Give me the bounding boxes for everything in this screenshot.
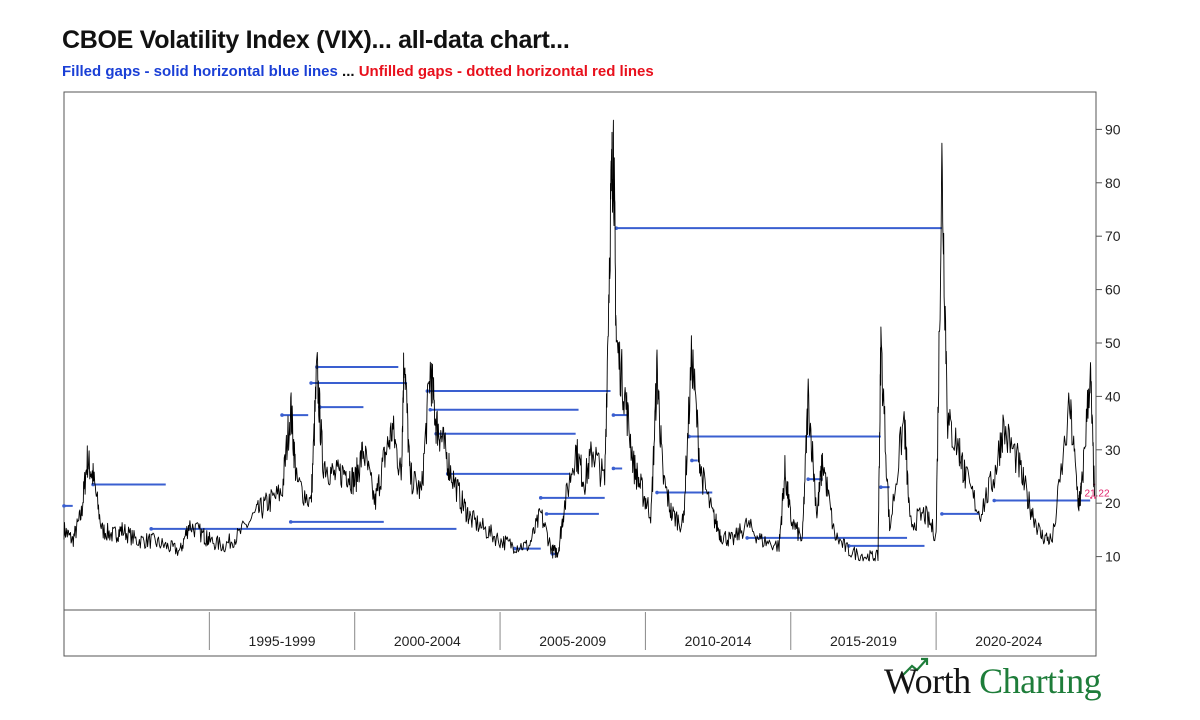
vix-line bbox=[63, 119, 1095, 562]
x-period-label: 2005-2009 bbox=[539, 633, 606, 649]
subtitle-filled-gaps: Filled gaps - solid horizontal blue line… bbox=[62, 63, 338, 80]
filled-gap-dot bbox=[611, 466, 616, 471]
gap-lines bbox=[62, 226, 1096, 556]
subtitle-separator: ... bbox=[342, 63, 355, 80]
filled-gap-dot bbox=[806, 477, 811, 481]
filled-gap-dot bbox=[879, 485, 883, 489]
brand-word-2: Charting bbox=[979, 661, 1102, 701]
filled-gap-dot bbox=[288, 520, 293, 524]
filled-gap-dot bbox=[91, 482, 95, 487]
y-tick-label: 10 bbox=[1105, 549, 1121, 565]
filled-gap-dot bbox=[315, 365, 319, 369]
x-period-label: 2020-2024 bbox=[975, 633, 1042, 649]
x-period-label: 2000-2004 bbox=[394, 633, 461, 649]
chart-title: CBOE Volatility Index (VIX)... all-data … bbox=[62, 26, 570, 54]
y-axis-ticks: 10 20 30 40 50 60 70 80 90 bbox=[1096, 121, 1121, 565]
x-period-label: 2015-2019 bbox=[830, 633, 897, 649]
filled-gap-dot bbox=[428, 407, 433, 412]
filled-gap-dot bbox=[62, 504, 66, 508]
x-period-label: 1995-1999 bbox=[249, 633, 316, 649]
y-tick-label: 30 bbox=[1105, 442, 1121, 458]
filled-gap-dot bbox=[690, 458, 694, 463]
filled-gap-dot bbox=[992, 498, 997, 503]
y-tick-label: 20 bbox=[1105, 495, 1121, 511]
y-tick-label: 90 bbox=[1105, 121, 1121, 137]
filled-gap-dot bbox=[544, 512, 549, 516]
filled-gap-dot bbox=[280, 413, 284, 417]
y-tick-label: 70 bbox=[1105, 228, 1121, 244]
brand-word-1: Worth bbox=[884, 661, 971, 701]
x-axis-ticks: 1995-1999 2000-2004 2005-2009 2010-2014 2015… bbox=[208, 612, 1042, 650]
filled-gap-dot bbox=[611, 413, 616, 417]
filled-gap-dot bbox=[940, 512, 944, 516]
brand-logo: Worth Charting bbox=[884, 660, 1102, 702]
brand-arrow-icon bbox=[901, 657, 929, 677]
last-value-marker: 21.22 bbox=[1085, 489, 1110, 500]
x-period-label: 2010-2014 bbox=[685, 633, 752, 649]
x-axis-band bbox=[63, 609, 1097, 657]
filled-gap-dot bbox=[149, 527, 154, 531]
filled-gap-dot bbox=[538, 496, 543, 500]
y-tick-label: 80 bbox=[1105, 175, 1121, 191]
vix-series bbox=[63, 119, 1095, 562]
last-value-label: 21.22 bbox=[1085, 489, 1110, 500]
filled-gap-dot bbox=[745, 536, 749, 540]
filled-gap-dot bbox=[655, 490, 659, 495]
y-tick-label: 60 bbox=[1105, 282, 1121, 298]
filled-gap-dot bbox=[309, 381, 313, 385]
subtitle-unfilled-gaps: Unfilled gaps - dotted horizontal red li… bbox=[358, 63, 654, 80]
chart-subtitle: Filled gaps - solid horizontal blue line… bbox=[62, 63, 654, 80]
y-tick-label: 50 bbox=[1105, 335, 1121, 351]
y-tick-label: 40 bbox=[1105, 388, 1121, 404]
